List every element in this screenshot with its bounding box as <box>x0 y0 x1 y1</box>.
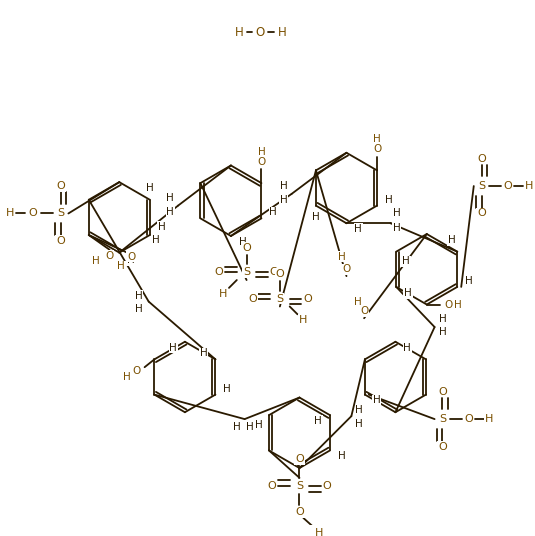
Text: H: H <box>393 209 400 219</box>
Text: S: S <box>478 181 485 191</box>
Text: O: O <box>105 250 113 260</box>
Text: H: H <box>439 314 446 324</box>
Text: O: O <box>215 267 224 277</box>
Text: H: H <box>354 296 362 307</box>
Text: S: S <box>276 294 284 304</box>
Text: H: H <box>355 405 363 415</box>
Text: H: H <box>169 343 177 353</box>
Text: O: O <box>270 267 278 277</box>
Text: H: H <box>315 527 323 536</box>
Text: H: H <box>257 147 265 157</box>
Text: O: O <box>438 386 447 397</box>
Text: H: H <box>439 327 446 337</box>
Text: O: O <box>29 209 37 219</box>
Text: S: S <box>296 481 303 490</box>
Text: H: H <box>127 256 135 265</box>
Text: O: O <box>503 181 513 191</box>
Text: O: O <box>295 507 304 517</box>
Text: O: O <box>133 366 141 376</box>
Text: H: H <box>448 235 455 245</box>
Text: H: H <box>312 212 320 222</box>
Text: H: H <box>5 209 14 219</box>
Text: H: H <box>280 181 288 191</box>
Text: H: H <box>338 251 346 262</box>
Text: H: H <box>269 207 277 218</box>
Text: H: H <box>373 396 380 406</box>
Text: H: H <box>355 419 363 429</box>
Text: H: H <box>485 414 494 424</box>
Text: H: H <box>465 276 473 286</box>
Text: H: H <box>151 235 159 245</box>
Text: O: O <box>464 414 473 424</box>
Text: H: H <box>117 262 125 271</box>
Text: H: H <box>158 222 165 232</box>
Text: H: H <box>373 134 381 144</box>
Text: H: H <box>403 343 411 353</box>
Text: H: H <box>404 288 412 298</box>
Text: H: H <box>315 416 322 426</box>
Text: O: O <box>360 307 368 316</box>
Text: H: H <box>123 372 131 382</box>
Text: H: H <box>92 256 100 266</box>
Text: H: H <box>524 181 533 191</box>
Text: H: H <box>219 289 227 299</box>
Text: H: H <box>385 195 393 205</box>
Text: S: S <box>243 267 250 277</box>
Text: O: O <box>56 236 65 246</box>
Text: H: H <box>338 451 346 461</box>
Text: H: H <box>280 195 288 205</box>
Text: H: H <box>402 256 410 266</box>
Text: H: H <box>299 315 308 325</box>
Text: S: S <box>57 209 64 219</box>
Text: O: O <box>323 481 331 490</box>
Text: H: H <box>166 206 174 217</box>
Text: H: H <box>223 384 231 394</box>
Text: H: H <box>354 224 362 234</box>
Text: O: O <box>276 269 284 279</box>
Text: O: O <box>56 181 65 191</box>
Text: O: O <box>444 300 453 309</box>
Text: H: H <box>135 304 143 315</box>
Text: H: H <box>234 26 243 39</box>
Text: O: O <box>477 209 486 219</box>
Text: H: H <box>146 183 154 193</box>
Text: O: O <box>257 157 265 167</box>
Text: O: O <box>256 26 265 39</box>
Text: H: H <box>246 422 254 432</box>
Text: H: H <box>278 26 286 39</box>
Text: O: O <box>127 251 135 262</box>
Text: H: H <box>233 422 241 432</box>
Text: S: S <box>439 414 446 424</box>
Text: O: O <box>242 243 251 253</box>
Text: H: H <box>200 348 208 359</box>
Text: O: O <box>438 442 447 451</box>
Text: H: H <box>454 300 462 309</box>
Text: O: O <box>303 294 312 304</box>
Text: O: O <box>295 454 304 464</box>
Text: O: O <box>268 481 277 490</box>
Text: O: O <box>248 294 257 304</box>
Text: H: H <box>166 193 174 203</box>
Text: O: O <box>342 264 350 274</box>
Text: H: H <box>393 223 400 233</box>
Text: O: O <box>373 144 381 154</box>
Text: O: O <box>477 154 486 163</box>
Text: H: H <box>255 420 263 430</box>
Text: H: H <box>239 237 247 247</box>
Text: H: H <box>135 291 143 301</box>
